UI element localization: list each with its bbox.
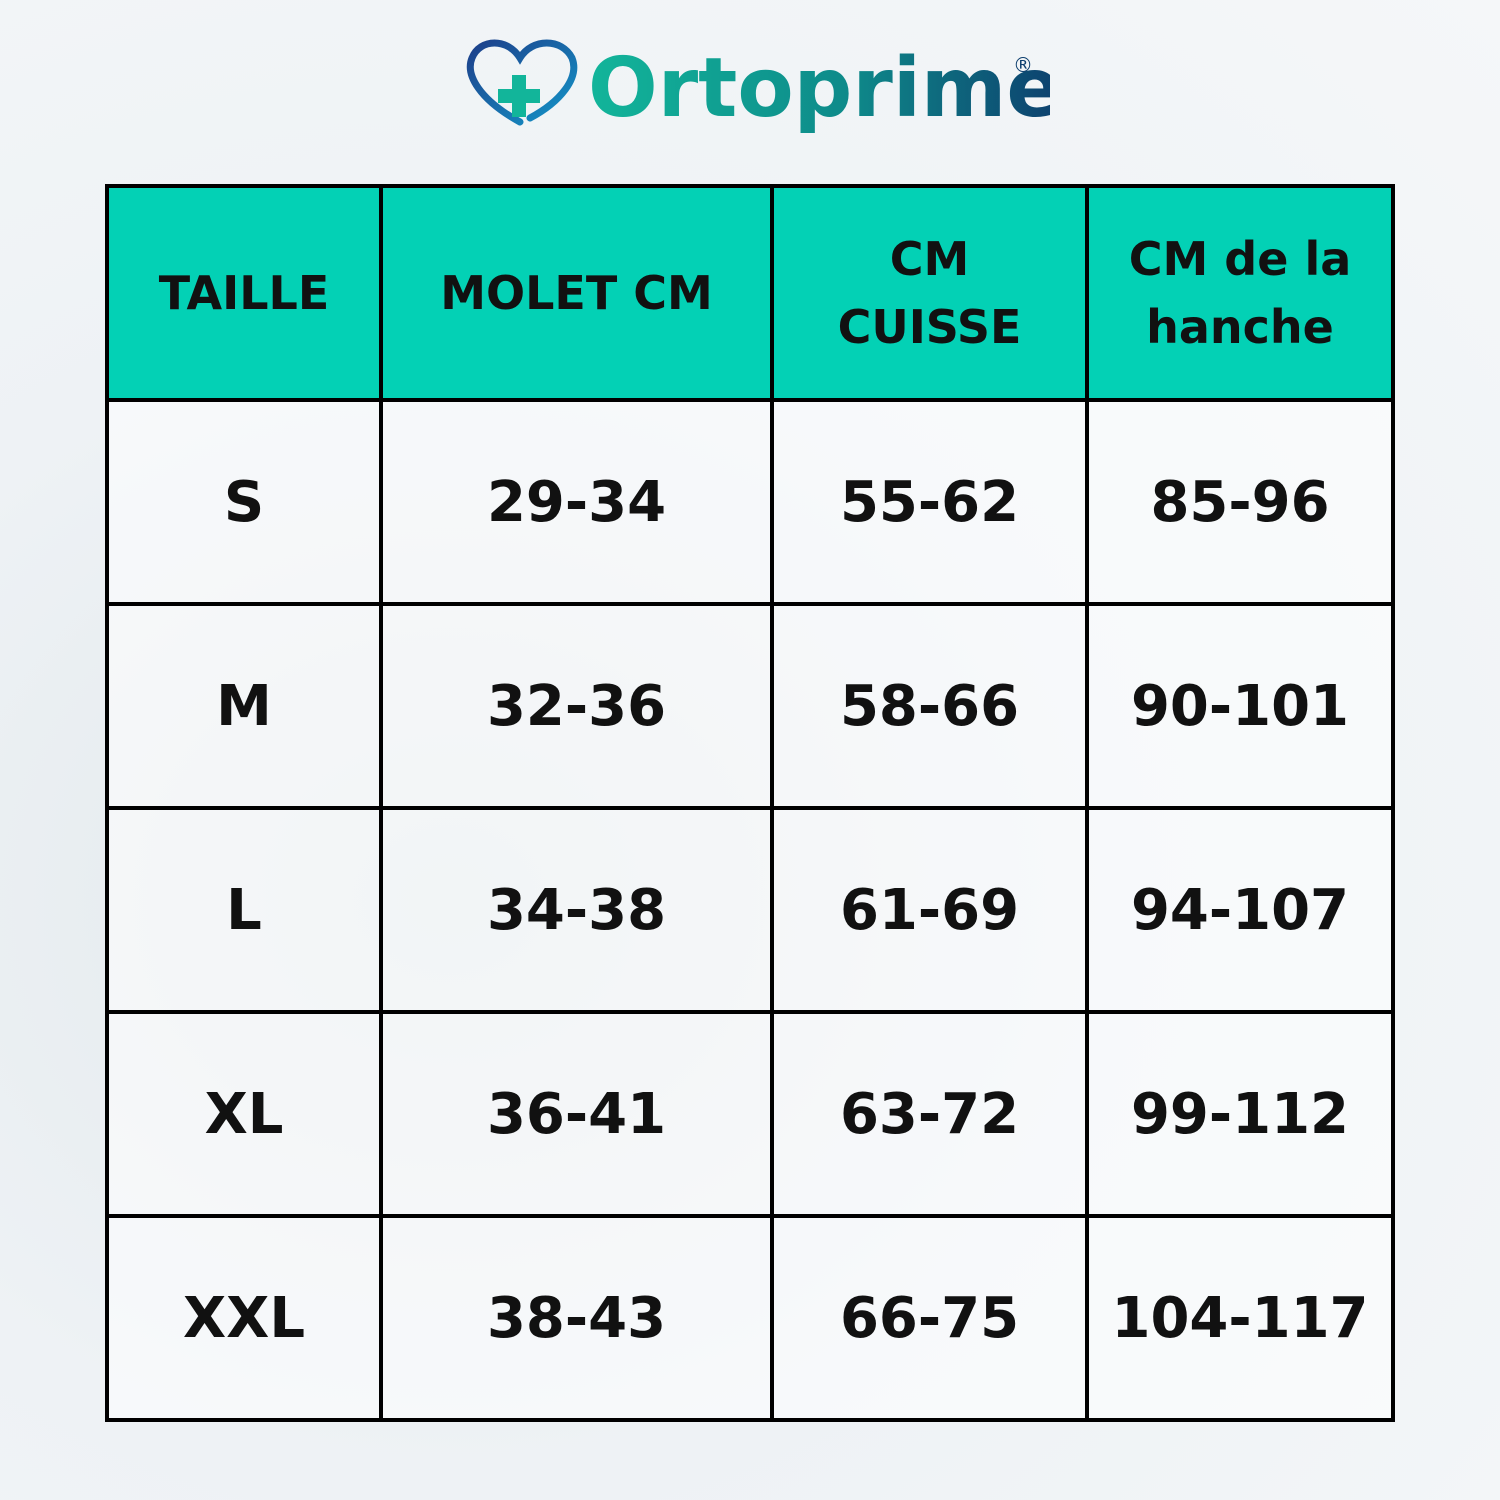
header-text: CM de la hanche bbox=[1128, 232, 1352, 354]
measure-cell: 85-96 bbox=[1085, 398, 1395, 606]
table-row: XL 36-41 63-72 99-112 bbox=[105, 1010, 1395, 1218]
header-text: MOLET CM bbox=[440, 266, 713, 320]
table-row: S 29-34 55-62 85-96 bbox=[105, 398, 1395, 606]
measure-cell: 63-72 bbox=[770, 1010, 1089, 1218]
header-text: CM CUISSE bbox=[837, 232, 1022, 354]
measure-cell: 66-75 bbox=[770, 1214, 1089, 1422]
logo: Ortoprime ® bbox=[466, 39, 1050, 136]
size-cell: XXL bbox=[105, 1214, 383, 1422]
measure-cell: 32-36 bbox=[379, 602, 774, 810]
logo-mark: ® bbox=[1013, 53, 1033, 77]
table-row: L 34-38 61-69 94-107 bbox=[105, 806, 1395, 1014]
measure-cell: 34-38 bbox=[379, 806, 774, 1014]
header-cell: CM CUISSE bbox=[770, 184, 1089, 402]
logo-cross bbox=[498, 75, 540, 117]
logo-text: Ortoprime bbox=[588, 41, 1050, 136]
table-row: XXL 38-43 66-75 104-117 bbox=[105, 1214, 1395, 1422]
table-row: M 32-36 58-66 90-101 bbox=[105, 602, 1395, 810]
measure-cell: 61-69 bbox=[770, 806, 1089, 1014]
measure-cell: 29-34 bbox=[379, 398, 774, 606]
measure-cell: 94-107 bbox=[1085, 806, 1395, 1014]
logo-heart bbox=[466, 39, 578, 126]
size-cell: L bbox=[105, 806, 383, 1014]
size-cell: S bbox=[105, 398, 383, 606]
measure-cell: 104-117 bbox=[1085, 1214, 1395, 1422]
header-text: TAILLE bbox=[158, 266, 330, 320]
measure-cell: 38-43 bbox=[379, 1214, 774, 1422]
size-cell: XL bbox=[105, 1010, 383, 1218]
header-cell: CM de la hanche bbox=[1085, 184, 1395, 402]
measure-cell: 36-41 bbox=[379, 1010, 774, 1218]
measure-cell: 58-66 bbox=[770, 602, 1089, 810]
size-table: TAILLE MOLET CM CM CUISSE CM de la hanche S… bbox=[105, 184, 1395, 1422]
header-row: TAILLE MOLET CM CM CUISSE CM de la hanche bbox=[105, 184, 1395, 402]
measure-cell: 90-101 bbox=[1085, 602, 1395, 810]
size-cell: M bbox=[105, 602, 383, 810]
measure-cell: 99-112 bbox=[1085, 1010, 1395, 1218]
header-cell: TAILLE bbox=[105, 184, 383, 402]
measure-cell: 55-62 bbox=[770, 398, 1089, 606]
header-cell: MOLET CM bbox=[379, 184, 774, 402]
